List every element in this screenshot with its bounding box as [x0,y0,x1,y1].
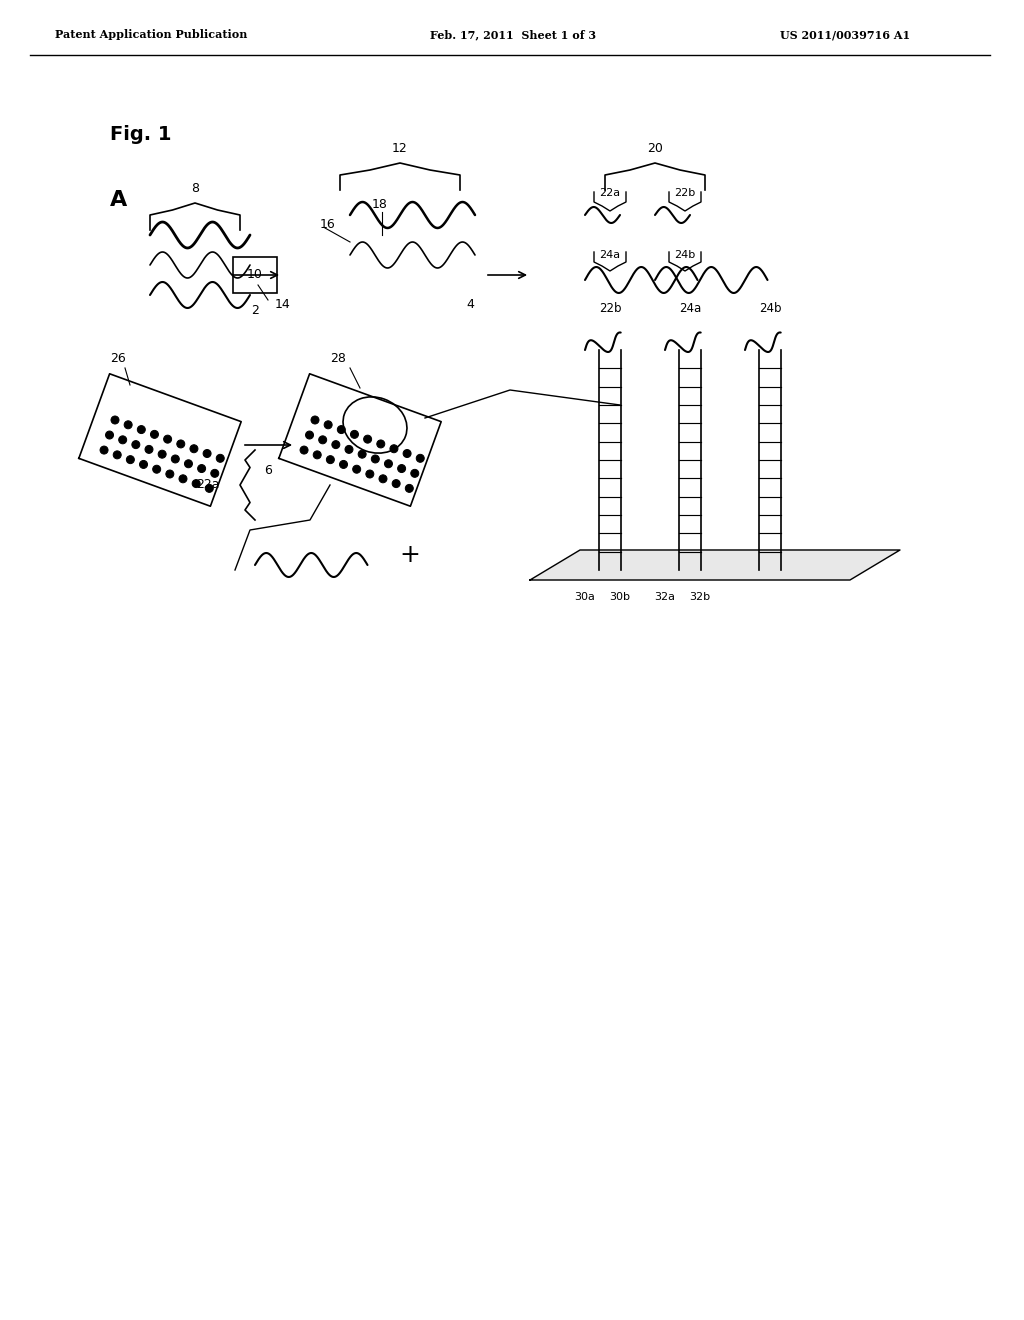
Circle shape [416,454,424,462]
Circle shape [105,432,114,440]
Text: 32b: 32b [689,591,711,602]
Circle shape [352,465,360,474]
Circle shape [111,416,119,424]
Circle shape [164,436,172,444]
Circle shape [137,425,145,433]
Polygon shape [530,550,900,579]
Circle shape [390,445,398,453]
Text: 10: 10 [247,268,263,281]
Circle shape [179,475,187,483]
Circle shape [364,436,372,444]
Text: Patent Application Publication: Patent Application Publication [55,29,248,41]
FancyBboxPatch shape [233,257,278,293]
Circle shape [332,441,340,449]
Circle shape [372,455,379,463]
Circle shape [153,465,161,474]
Text: 30a: 30a [574,591,595,602]
Circle shape [171,455,179,463]
Circle shape [211,470,219,478]
Text: 18: 18 [372,198,388,211]
Circle shape [300,446,308,454]
Text: 30b: 30b [609,591,631,602]
Text: 2: 2 [251,304,259,317]
Circle shape [384,459,392,467]
Circle shape [325,421,332,429]
Circle shape [119,436,127,444]
Text: 24a: 24a [599,249,621,260]
Text: +: + [399,543,421,568]
Text: 22a: 22a [197,479,220,491]
Circle shape [166,470,174,478]
Circle shape [406,484,414,492]
Circle shape [379,475,387,483]
Circle shape [151,430,159,438]
Circle shape [350,430,358,438]
Circle shape [318,436,327,444]
Text: 28: 28 [330,352,346,366]
Text: 22b: 22b [599,302,622,315]
Text: 4: 4 [466,298,474,312]
Circle shape [340,461,347,469]
Circle shape [397,465,406,473]
Circle shape [124,421,132,429]
Circle shape [114,451,121,459]
Circle shape [198,465,206,473]
Text: 16: 16 [319,219,336,231]
Text: 6: 6 [264,463,272,477]
Circle shape [126,455,134,463]
Circle shape [100,446,109,454]
Text: A: A [110,190,127,210]
Circle shape [203,450,211,458]
Circle shape [345,445,353,453]
Text: 14: 14 [275,298,291,312]
Circle shape [377,440,385,447]
Text: 8: 8 [191,182,199,195]
Circle shape [313,451,322,459]
Circle shape [358,450,367,458]
Circle shape [189,445,198,453]
Circle shape [305,432,313,440]
Text: 24b: 24b [759,302,781,315]
Circle shape [403,450,411,458]
Circle shape [311,416,319,424]
Circle shape [392,479,400,487]
Text: Fig. 1: Fig. 1 [110,125,171,144]
Circle shape [139,461,147,469]
Circle shape [184,459,193,467]
Circle shape [132,441,140,449]
Circle shape [337,425,345,433]
Text: 32a: 32a [654,591,676,602]
Text: 24a: 24a [679,302,701,315]
Text: 22b: 22b [675,187,695,198]
Circle shape [327,455,335,463]
Circle shape [216,454,224,462]
Circle shape [366,470,374,478]
Circle shape [205,484,213,492]
Text: 22a: 22a [599,187,621,198]
Circle shape [158,450,166,458]
Text: 20: 20 [647,143,663,154]
Text: US 2011/0039716 A1: US 2011/0039716 A1 [780,29,910,41]
Circle shape [411,470,419,478]
Text: 12: 12 [392,143,408,154]
Text: Feb. 17, 2011  Sheet 1 of 3: Feb. 17, 2011 Sheet 1 of 3 [430,29,596,41]
Text: 26: 26 [110,352,126,366]
Circle shape [145,445,153,453]
Circle shape [177,440,184,447]
Text: 24b: 24b [675,249,695,260]
Circle shape [193,479,200,487]
